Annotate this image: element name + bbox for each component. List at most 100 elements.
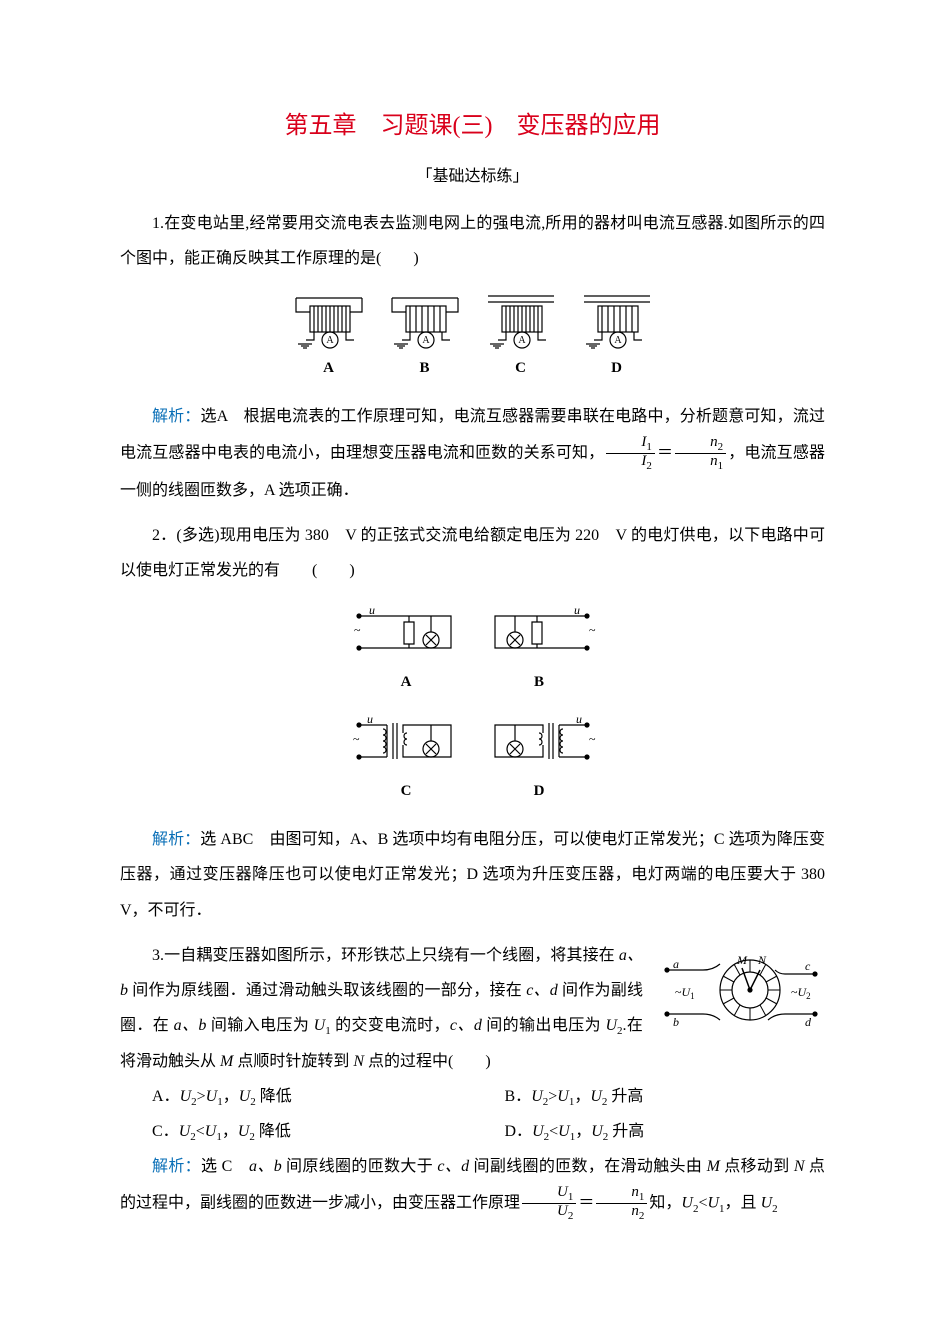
explain-label: 解析：: [152, 408, 200, 425]
opt-end: 升高: [607, 1088, 643, 1105]
frac-den-sub: 1: [718, 460, 724, 472]
svg-text:u: u: [574, 603, 580, 617]
svg-text:~U2: ~U2: [791, 985, 811, 1001]
q3-exp: 间原线圈的匝数大于: [282, 1158, 438, 1175]
svg-text:~U1: ~U1: [675, 985, 695, 1001]
q3-M2: M: [707, 1158, 720, 1175]
frac-num: n: [710, 434, 718, 450]
q3-N2: N: [794, 1158, 805, 1175]
circuit-a-icon: u ~: [349, 598, 464, 664]
opt-var: U: [238, 1123, 250, 1140]
opt-var: U: [206, 1088, 218, 1105]
q2-label-a: A: [349, 666, 464, 699]
q2-fig-d: u ~ D: [482, 707, 597, 808]
opt-label: D．: [505, 1123, 533, 1140]
opt-label: B．: [505, 1088, 532, 1105]
q2-fig-c: u ~ C: [349, 707, 464, 808]
svg-text:~: ~: [353, 732, 360, 746]
q1-label-a: A: [290, 352, 368, 385]
opt-var: U: [590, 1088, 602, 1105]
circuit-d-icon: u ~: [482, 707, 597, 773]
q3-U2c: U: [761, 1194, 773, 1211]
q3-explain: 解析：选 C a、b 间原线圈的匝数大于 c、d 间副线圈的匝数，在滑动触头由 …: [120, 1149, 825, 1222]
opt-rel: >: [548, 1088, 557, 1105]
opt-end: 降低: [256, 1088, 292, 1105]
circuit-c-icon: u ~: [349, 707, 464, 773]
q3-cd: c、d: [526, 982, 558, 999]
frac-den: n: [710, 453, 718, 469]
opt-var: U: [205, 1123, 217, 1140]
opt-end: 升高: [608, 1123, 644, 1140]
circuit-b-icon: u ~: [482, 598, 597, 664]
frac-num-sub: 1: [639, 1191, 645, 1203]
q3-opt-d: D．U2<U1，U2 升高: [473, 1114, 826, 1149]
q3-cd3: c、d: [437, 1158, 469, 1175]
svg-text:u: u: [367, 712, 373, 726]
transformer-a-icon: A: [290, 286, 368, 350]
frac-n2-n1: n2n1: [675, 435, 726, 473]
svg-text:u: u: [369, 603, 375, 617]
svg-text:~: ~: [589, 623, 596, 637]
q3-exp: ，且: [725, 1194, 761, 1211]
q3-exp: 间副线圈的匝数，在滑动触头由: [469, 1158, 706, 1175]
opt-var: U: [532, 1123, 544, 1140]
chapter-title: 第五章 习题课(三) 变压器的应用: [120, 100, 825, 153]
q2-fig-a: u ~ A: [349, 598, 464, 699]
frac-den-sub: 2: [639, 1210, 645, 1222]
frac-num-sub: 1: [568, 1191, 574, 1203]
opt-var: U: [558, 1123, 570, 1140]
opt-label: C．: [152, 1123, 179, 1140]
q3-exp: 知，: [649, 1194, 681, 1211]
frac-n1-n2: n1n2: [596, 1185, 647, 1223]
q1-explain: 解析：选A 根据电流表的工作原理可知，电流互感器需要串联在电路中，分析题意可知，…: [120, 399, 825, 507]
svg-text:N: N: [757, 953, 767, 967]
svg-text:~: ~: [354, 623, 361, 637]
q3-block: a b c d M N ~U1 ~U2 3.一自耦变压器如图所示，环形铁芯上只绕…: [120, 938, 825, 1079]
explain-label: 解析：: [152, 1158, 201, 1175]
q2-fig-b: u ~ B: [482, 598, 597, 699]
frac-den-sub: 2: [646, 460, 652, 472]
q3-txt: 点的过程中( ): [364, 1053, 491, 1070]
q3-cd2: c、d: [450, 1017, 482, 1034]
q3-options-row2: C．U2<U1，U2 降低 D．U2<U1，U2 升高: [120, 1114, 825, 1149]
q3-txt: 间输入电压为: [206, 1017, 313, 1034]
opt-rel: >: [197, 1088, 206, 1105]
opt-end: 降低: [255, 1123, 291, 1140]
svg-text:M: M: [736, 953, 748, 967]
svg-text:b: b: [673, 1015, 679, 1029]
transformer-b-icon: A: [386, 286, 464, 350]
q1-fig-a: A A: [290, 286, 368, 385]
q3-opt-c: C．U2<U1，U2 降低: [120, 1114, 473, 1149]
q2-text: 2．(多选)现用电压为 380 V 的正弦式交流电给额定电压为 220 V 的电…: [120, 518, 825, 588]
frac-den-sub: 2: [568, 1210, 574, 1222]
q2-figures-row1: u ~ A u ~ B: [120, 598, 825, 699]
frac-num: n: [631, 1184, 639, 1200]
q1-fig-d: A D: [578, 286, 656, 385]
q1-text: 1.在变电站里,经常要用交流电表去监测电网上的强电流,所用的器材叫电流互感器.如…: [120, 206, 825, 276]
q3-txt: 的交变电流时，: [331, 1017, 450, 1034]
q1-label-b: B: [386, 352, 464, 385]
opt-comma: ，: [575, 1123, 591, 1140]
q2-explain-text: 选 ABC 由图可知，A、B 选项中均有电阻分压，可以使电灯正常发光；C 选项为…: [120, 831, 825, 918]
opt-rel: <: [549, 1123, 558, 1140]
opt-var: U: [531, 1088, 543, 1105]
opt-var: U: [180, 1088, 192, 1105]
q2-label-c: C: [349, 775, 464, 808]
q3-ab3: a、b: [249, 1158, 282, 1175]
q3-N: N: [353, 1053, 364, 1070]
frac-i1-i2: I1I2: [606, 435, 655, 473]
q3-M: M: [220, 1053, 233, 1070]
q3-ab2: a、b: [174, 1017, 207, 1034]
q3-txt: 3.一自耦变压器如图所示，环形铁芯上只绕有一个线圈，将其接在: [152, 947, 619, 964]
frac-den: n: [631, 1203, 639, 1219]
svg-text:a: a: [673, 957, 679, 971]
q1-figures: A A A B: [120, 286, 825, 385]
q2-figures-row2: u ~ C u ~ D: [120, 707, 825, 808]
frac-den: U: [557, 1203, 568, 1219]
section-subtitle: 「基础达标练」: [120, 159, 825, 194]
q1-fig-b: A B: [386, 286, 464, 385]
opt-var: U: [557, 1088, 569, 1105]
q3-opt-b: B．U2>U1，U2 升高: [473, 1079, 826, 1114]
frac-num-sub: 1: [646, 441, 652, 453]
svg-text:u: u: [576, 712, 582, 726]
